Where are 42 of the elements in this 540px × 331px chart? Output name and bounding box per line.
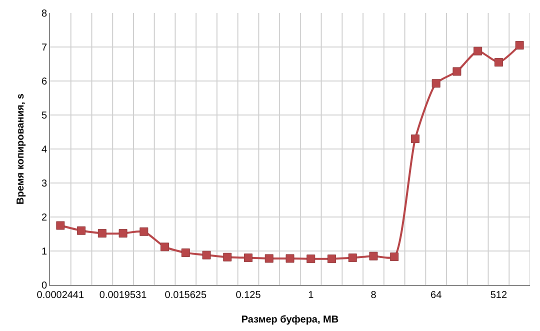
y-tick-label: 7: [41, 42, 48, 54]
point: [494, 58, 503, 67]
y-tick-label: 4: [41, 144, 48, 156]
point: [160, 242, 170, 252]
point: [390, 252, 399, 262]
point: [369, 252, 378, 260]
y-tick-label: 8: [41, 8, 48, 20]
point: [264, 254, 274, 263]
point: [306, 254, 316, 264]
x-tick-label: 64: [430, 290, 442, 301]
x-tick-label: 0.0002441: [36, 290, 84, 301]
x-tick-label: 1: [308, 290, 314, 301]
point: [244, 254, 253, 262]
y-tick-label: 5: [41, 110, 48, 122]
point: [432, 79, 440, 88]
point: [474, 46, 482, 56]
point: [515, 41, 524, 50]
point: [56, 221, 65, 230]
x-tick-label: 0.0019531: [99, 290, 148, 301]
point: [77, 226, 86, 235]
point: [327, 254, 336, 264]
point: [118, 229, 128, 238]
y-tick-label: 0: [41, 280, 48, 292]
x-axis-title: Размер буфера, MB: [241, 314, 339, 326]
point: [223, 252, 232, 262]
point: [202, 250, 211, 260]
y-tick-label: 6: [41, 76, 48, 88]
y-axis-title: Время копирования, s: [15, 93, 26, 204]
x-tick-label: 0.125: [236, 290, 262, 301]
point: [98, 229, 106, 238]
x-tick-label: 0.015625: [164, 290, 207, 301]
point: [410, 134, 420, 144]
x-tick-label: 512: [490, 290, 508, 301]
x-tick-label: 8: [370, 290, 377, 301]
y-tick-label: 3: [41, 178, 48, 190]
y-tick-label: 1: [41, 246, 48, 258]
y-tick-label: 2: [41, 212, 48, 224]
point: [140, 227, 148, 236]
point: [348, 254, 357, 262]
point: [286, 254, 294, 263]
point: [181, 248, 190, 257]
point: [452, 67, 462, 76]
